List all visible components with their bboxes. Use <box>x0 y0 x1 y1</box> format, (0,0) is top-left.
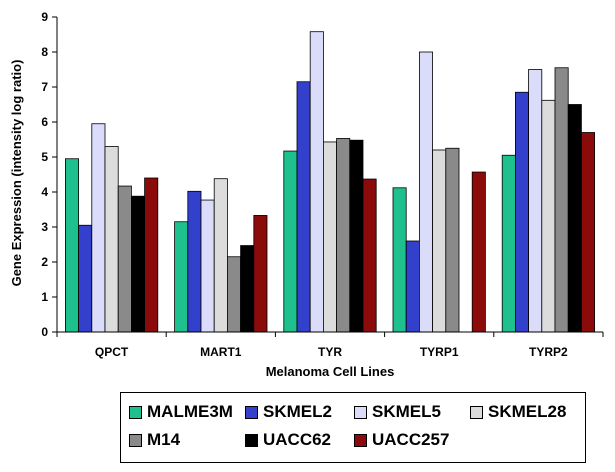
bar-uacc257-tyr <box>362 178 377 333</box>
legend-item-m14: M14 <box>129 429 180 451</box>
x-tick-label: MART1 <box>200 345 242 359</box>
legend-swatch <box>129 433 142 447</box>
bar-uacc257-tyrp1 <box>471 171 486 333</box>
legend-label: SKMEL5 <box>372 402 441 421</box>
x-axis-label: Melanoma Cell Lines <box>266 364 395 379</box>
bar-skmel28-tyrp2 <box>541 99 556 333</box>
bar-uacc257-qpct <box>144 177 159 333</box>
x-tick-label: TYRP1 <box>420 345 459 359</box>
x-ticks: QPCT MART1 TYR TYRP1 TYRP2 <box>56 332 604 359</box>
legend-item-skmel5: SKMEL5 <box>354 401 441 423</box>
bar-uacc257-mart1 <box>253 215 268 333</box>
axes-layer <box>56 17 603 333</box>
bar-skmel5-tyrp1 <box>418 51 433 333</box>
legend-item-malme3m: MALME3M <box>129 401 233 423</box>
x-tick-label: QPCT <box>95 345 129 359</box>
legend-label: SKMEL28 <box>488 402 567 421</box>
bar-skmel5-tyrp2 <box>528 69 543 333</box>
bar-m14-qpct <box>117 185 132 333</box>
bar-skmel28-mart1 <box>213 178 228 333</box>
y-tick-label: 8 <box>41 45 48 59</box>
legend-swatch <box>245 433 258 447</box>
y-tick-label: 6 <box>41 115 48 129</box>
legend-item-skmel2: SKMEL2 <box>245 401 332 423</box>
legend-swatch <box>354 405 367 419</box>
bar-m14-mart1 <box>226 256 241 333</box>
bar-skmel28-tyr <box>322 141 337 333</box>
bar-m14-tyrp2 <box>554 67 569 333</box>
legend-item-uacc62: UACC62 <box>245 429 331 451</box>
bar-skmel5-qpct <box>91 123 106 333</box>
bar-m14-tyr <box>336 138 351 333</box>
legend-label: MALME3M <box>147 402 233 421</box>
y-ticks: 0 1 2 3 4 5 6 7 8 9 <box>41 10 57 339</box>
bar-malme3m-tyrp2 <box>501 154 516 333</box>
x-tick-label: TYR <box>318 345 342 359</box>
legend: MALME3M SKMEL2 SKMEL5 SKMEL28 M14 UACC62 UACC2… <box>120 392 586 463</box>
bar-skmel5-tyr <box>309 31 324 333</box>
legend-label: M14 <box>147 430 181 449</box>
bar-uacc62-mart1 <box>240 245 255 333</box>
y-tick-label: 7 <box>41 80 48 94</box>
legend-label: SKMEL2 <box>263 402 332 421</box>
bar-skmel2-tyr <box>296 81 311 333</box>
bar-skmel2-qpct <box>78 224 93 333</box>
bar-malme3m-tyr <box>283 150 298 333</box>
bar-skmel2-tyrp2 <box>515 91 530 333</box>
bar-skmel5-mart1 <box>200 199 215 333</box>
bar-skmel2-tyrp1 <box>405 240 420 333</box>
bar-skmel2-mart1 <box>187 190 202 333</box>
bars-layer <box>65 31 596 333</box>
legend-label: UACC257 <box>372 430 450 449</box>
bar-skmel28-qpct <box>104 146 119 333</box>
bar-malme3m-tyrp1 <box>392 187 407 333</box>
bar-uacc62-tyrp2 <box>567 104 582 333</box>
bar-uacc62-qpct <box>130 195 145 333</box>
bar-skmel28-tyrp1 <box>432 149 447 333</box>
y-tick-label: 4 <box>41 185 48 199</box>
y-tick-label: 9 <box>41 10 48 24</box>
y-axis-label: Gene Expression (intensity log ratio) <box>9 60 24 287</box>
y-tick-label: 3 <box>41 220 48 234</box>
legend-swatch <box>245 405 258 419</box>
legend-item-uacc257: UACC257 <box>354 429 449 451</box>
bar-m14-tyrp1 <box>445 147 460 333</box>
legend-swatch <box>354 433 367 447</box>
bar-uacc257-tyrp2 <box>581 132 596 333</box>
y-tick-label: 2 <box>41 255 48 269</box>
legend-swatch <box>129 405 142 419</box>
bar-malme3m-mart1 <box>174 221 189 333</box>
bar-uacc62-tyr <box>349 139 364 333</box>
y-tick-label: 0 <box>41 325 48 339</box>
bar-malme3m-qpct <box>65 158 80 333</box>
y-tick-label: 1 <box>41 290 48 304</box>
legend-label: UACC62 <box>263 430 332 449</box>
legend-item-skmel28: SKMEL28 <box>470 401 566 423</box>
x-tick-label: TYRP2 <box>529 345 568 359</box>
legend-swatch <box>470 405 483 419</box>
y-tick-label: 5 <box>41 150 48 164</box>
